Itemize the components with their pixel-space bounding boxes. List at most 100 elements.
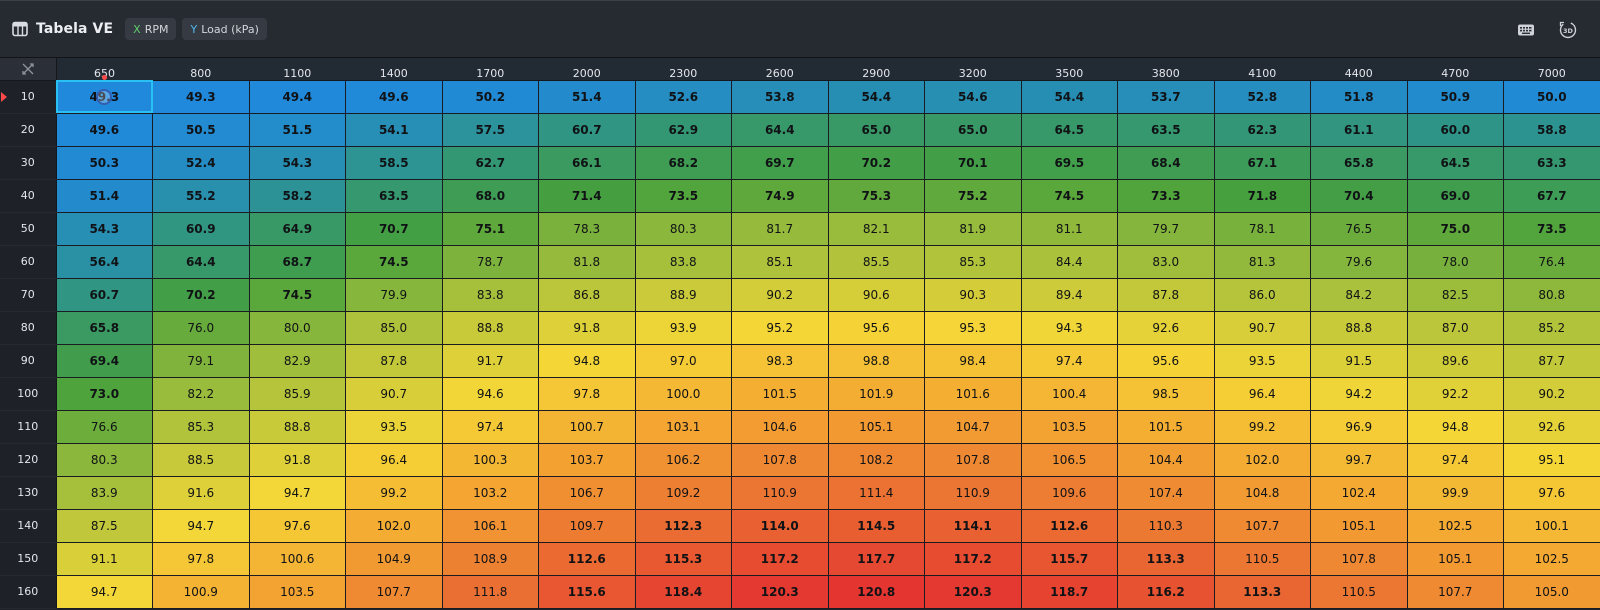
ve-cell[interactable]: 114.0 [731, 509, 829, 543]
ve-cell[interactable]: 112.3 [635, 509, 732, 543]
ve-cell[interactable]: 88.9 [635, 278, 732, 312]
rpm-header-3200[interactable]: 3200 [924, 58, 1021, 81]
rpm-header-4400[interactable]: 4400 [1310, 58, 1407, 81]
ve-cell[interactable]: 105.0 [1503, 575, 1600, 609]
ve-cell[interactable]: 110.3 [1117, 509, 1215, 543]
ve-cell[interactable]: 67.1 [1214, 146, 1311, 180]
ve-cell[interactable]: 51.8 [1310, 80, 1408, 114]
ve-cell[interactable]: 73.3 [1117, 179, 1215, 213]
ve-cell[interactable]: 97.4 [1021, 344, 1118, 378]
ve-cell[interactable]: 70.4 [1310, 179, 1408, 213]
load-header-10[interactable]: 10 [0, 80, 57, 114]
ve-cell[interactable]: 91.6 [152, 476, 250, 510]
ve-cell[interactable]: 97.4 [442, 410, 539, 444]
ve-cell[interactable]: 53.7 [1117, 80, 1215, 114]
ve-cell[interactable]: 90.2 [1503, 377, 1600, 411]
ve-cell[interactable]: 69.0 [1407, 179, 1504, 213]
ve-cell[interactable]: 68.0 [442, 179, 539, 213]
load-header-20[interactable]: 20 [0, 113, 57, 147]
ve-cell[interactable]: 102.5 [1503, 542, 1600, 576]
ve-cell[interactable]: 110.5 [1214, 542, 1311, 576]
ve-cell[interactable]: 83.8 [442, 278, 539, 312]
ve-cell[interactable]: 55.2 [152, 179, 250, 213]
ve-cell[interactable]: 78.3 [538, 212, 636, 246]
ve-cell[interactable]: 92.6 [1117, 311, 1215, 345]
ve-cell[interactable]: 61.1 [1310, 113, 1408, 147]
ve-cell[interactable]: 78.0 [1407, 245, 1504, 279]
ve-cell[interactable]: 95.2 [731, 311, 829, 345]
ve-cell[interactable]: 107.7 [345, 575, 443, 609]
ve-cell[interactable]: 75.3 [828, 179, 925, 213]
ve-cell[interactable]: 60.9 [152, 212, 250, 246]
ve-cell[interactable]: 62.9 [635, 113, 732, 147]
rpm-header-650[interactable]: 650 [56, 58, 153, 81]
y-axis-badge[interactable]: Y Load (kPa) [182, 18, 267, 40]
ve-cell[interactable]: 117.2 [731, 542, 829, 576]
ve-cell[interactable]: 68.4 [1117, 146, 1215, 180]
ve-cell[interactable]: 54.3 [56, 212, 153, 246]
ve-cell[interactable]: 101.5 [731, 377, 829, 411]
ve-cell[interactable]: 70.1 [924, 146, 1022, 180]
ve-cell[interactable]: 90.6 [828, 278, 925, 312]
ve-cell[interactable]: 53.8 [731, 80, 829, 114]
load-header-130[interactable]: 130 [0, 476, 57, 510]
ve-cell[interactable]: 91.8 [538, 311, 636, 345]
ve-cell[interactable]: 70.2 [828, 146, 925, 180]
ve-cell[interactable]: 99.7 [1310, 443, 1408, 477]
ve-cell[interactable]: 82.1 [828, 212, 925, 246]
ve-cell[interactable]: 95.3 [924, 311, 1022, 345]
ve-cell[interactable]: 85.5 [828, 245, 925, 279]
ve-cell[interactable]: 60.0 [1407, 113, 1504, 147]
ve-cell[interactable]: 97.8 [152, 542, 250, 576]
ve-cell[interactable]: 67.7 [1503, 179, 1600, 213]
ve-cell[interactable]: 99.2 [1214, 410, 1311, 444]
rpm-header-3500[interactable]: 3500 [1021, 58, 1118, 81]
ve-cell[interactable]: 90.7 [1214, 311, 1311, 345]
ve-cell[interactable]: 111.4 [828, 476, 925, 510]
ve-cell[interactable]: 69.7 [731, 146, 829, 180]
ve-cell[interactable]: 57.5 [442, 113, 539, 147]
load-header-100[interactable]: 100 [0, 377, 57, 411]
ve-cell[interactable]: 115.3 [635, 542, 732, 576]
rpm-header-800[interactable]: 800 [152, 58, 249, 81]
ve-cell[interactable]: 71.8 [1214, 179, 1311, 213]
ve-cell[interactable]: 87.5 [56, 509, 153, 543]
ve-cell[interactable]: 76.0 [152, 311, 250, 345]
ve-cell[interactable]: 49.3 [152, 80, 250, 114]
ve-cell[interactable]: 99.2 [345, 476, 443, 510]
ve-cell[interactable]: 100.0 [635, 377, 732, 411]
ve-cell[interactable]: 98.5 [1117, 377, 1215, 411]
ve-cell[interactable]: 81.7 [731, 212, 829, 246]
ve-cell[interactable]: 85.1 [731, 245, 829, 279]
ve-cell[interactable]: 105.1 [1310, 509, 1408, 543]
load-header-50[interactable]: 50 [0, 212, 57, 246]
ve-cell[interactable]: 105.1 [828, 410, 925, 444]
ve-cell[interactable]: 108.2 [828, 443, 925, 477]
load-header-30[interactable]: 30 [0, 146, 57, 180]
ve-cell[interactable]: 49.6 [56, 113, 153, 147]
ve-cell[interactable]: 109.6 [1021, 476, 1118, 510]
ve-cell[interactable]: 103.2 [442, 476, 539, 510]
ve-cell[interactable]: 98.4 [924, 344, 1022, 378]
ve-cell[interactable]: 95.6 [1117, 344, 1215, 378]
ve-cell[interactable]: 114.1 [924, 509, 1022, 543]
ve-cell[interactable]: 68.7 [249, 245, 346, 279]
ve-cell[interactable]: 58.8 [1503, 113, 1600, 147]
load-header-150[interactable]: 150 [0, 542, 57, 576]
load-header-80[interactable]: 80 [0, 311, 57, 345]
ve-cell[interactable]: 107.7 [1407, 575, 1504, 609]
ve-cell[interactable]: 104.9 [345, 542, 443, 576]
ve-cell[interactable]: 65.0 [924, 113, 1022, 147]
load-header-160[interactable]: 160 [0, 575, 57, 609]
ve-cell[interactable]: 51.5 [249, 113, 346, 147]
ve-cell[interactable]: 88.5 [152, 443, 250, 477]
ve-cell[interactable]: 81.9 [924, 212, 1022, 246]
ve-cell[interactable]: 100.4 [1021, 377, 1118, 411]
rpm-header-1100[interactable]: 1100 [249, 58, 346, 81]
ve-cell[interactable]: 101.5 [1117, 410, 1215, 444]
ve-cell[interactable]: 89.6 [1407, 344, 1504, 378]
ve-cell[interactable]: 52.8 [1214, 80, 1311, 114]
ve-cell[interactable]: 102.4 [1310, 476, 1408, 510]
ve-cell[interactable]: 114.5 [828, 509, 925, 543]
rpm-header-7000[interactable]: 7000 [1503, 58, 1600, 81]
